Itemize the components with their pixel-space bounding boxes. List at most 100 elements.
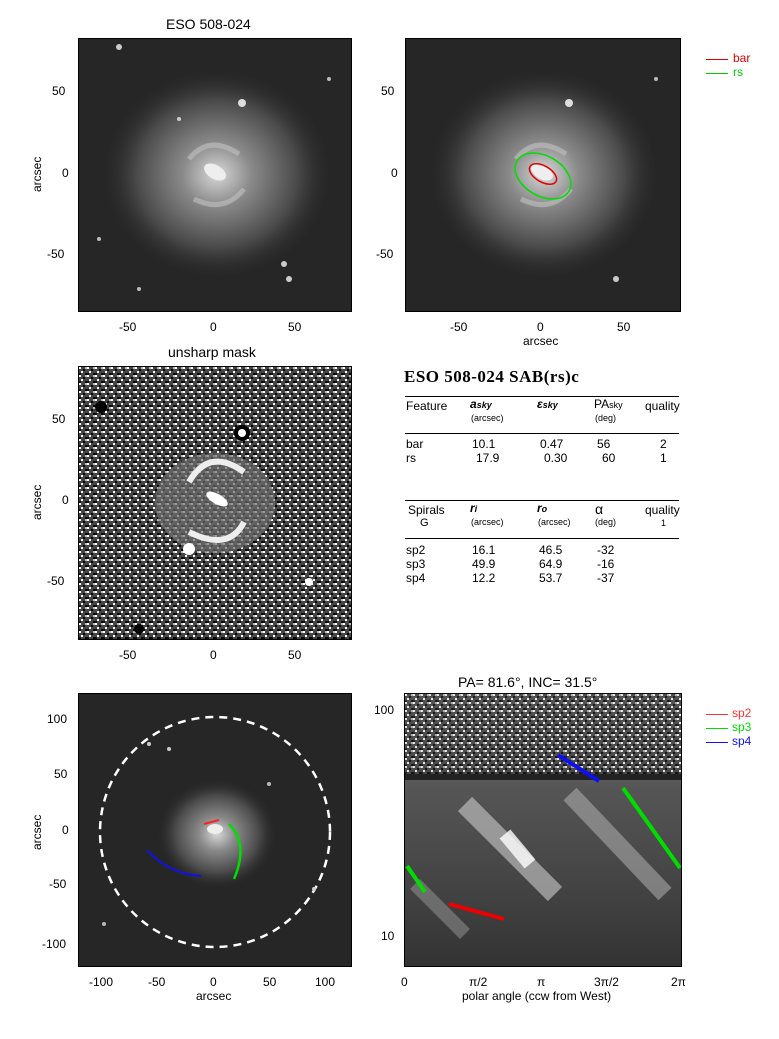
- tick-x-4: 3π/2: [594, 975, 619, 989]
- table-rule: [405, 396, 679, 397]
- table-rule: [405, 538, 679, 539]
- tick-x-1: -50: [450, 320, 468, 334]
- tick-y-2: 0: [62, 166, 69, 180]
- unsharp-mask-image: [79, 367, 351, 639]
- tick-x-1: 0: [401, 975, 408, 989]
- header-alpha: α: [595, 501, 604, 517]
- row-rs-pa: 60: [602, 451, 616, 465]
- tick-x-5: 2π: [671, 975, 686, 989]
- legend-sp3-line: [706, 728, 728, 729]
- tick-x-2: 0: [210, 320, 217, 334]
- deprojected-galaxy-panel: [78, 693, 352, 967]
- header-pa-sky: PAsky: [594, 397, 623, 411]
- tick-x-5: 100: [315, 975, 336, 989]
- header-alpha-unit: (deg): [595, 517, 617, 527]
- legend-bar-line: [706, 59, 728, 60]
- row-bar-pa: 56: [597, 437, 611, 451]
- header-e-sky: εsky: [537, 397, 558, 411]
- tick-y-3: 0: [62, 823, 69, 837]
- row-sp2-ro: 46.5: [539, 543, 563, 557]
- deprojected-galaxy-image: [79, 694, 351, 966]
- header-pa-unit: (deg): [595, 413, 617, 423]
- tick-x-3: 0: [210, 975, 217, 989]
- tick-x-2: 0: [210, 648, 217, 662]
- table-rule: [405, 500, 679, 501]
- sp4-arc: [146, 849, 202, 877]
- x-axis-label: arcsec: [523, 334, 559, 348]
- row-sp4-name: sp4: [406, 571, 426, 585]
- tick-y-3: -50: [47, 574, 65, 588]
- header-a-sky: asky: [470, 397, 492, 411]
- legend-bar-label: bar: [733, 51, 751, 65]
- sp3-fit-2: [621, 786, 681, 870]
- legend-rs-label: rs: [733, 65, 743, 79]
- polar-plot-image: [405, 694, 681, 966]
- legend-sp4-line: [706, 742, 728, 743]
- galaxy-ellipse-image: [406, 39, 680, 311]
- row-sp3-ro: 64.9: [539, 557, 563, 571]
- tick-y-3: -50: [376, 247, 394, 261]
- header-ri: ri: [470, 501, 478, 515]
- tick-x-1: -50: [119, 320, 137, 334]
- header-quality-value: 1: [661, 518, 667, 528]
- row-sp4-ro: 53.7: [539, 571, 563, 585]
- tick-y-4: -50: [49, 877, 67, 891]
- header-spirals-g: G: [420, 517, 429, 529]
- x-axis-label: arcsec: [196, 989, 232, 1003]
- galaxy-image-panel: [78, 38, 352, 312]
- tick-y-2: 0: [391, 166, 398, 180]
- row-sp2-ri: 16.1: [472, 543, 496, 557]
- galaxy-image: [79, 39, 351, 311]
- tick-x-1: -100: [89, 975, 114, 989]
- outer-radius-circle: [98, 715, 332, 949]
- sp2-arc: [203, 819, 220, 825]
- tick-x-3: 50: [288, 648, 302, 662]
- tick-x-3: 50: [288, 320, 302, 334]
- row-bar-e: 0.47: [540, 437, 564, 451]
- x-axis-label: polar angle (ccw from West): [462, 989, 612, 1003]
- legend-sp3-label: sp3: [732, 720, 752, 734]
- panel-title-unsharp: unsharp mask: [168, 344, 256, 360]
- tick-y-2: 0: [62, 493, 69, 507]
- sp4-fit: [556, 753, 601, 783]
- bar-ellipse: [528, 163, 558, 185]
- row-sp3-ri: 49.9: [472, 557, 496, 571]
- tick-x-2: -50: [148, 975, 166, 989]
- tick-y-1: 50: [381, 84, 395, 98]
- tick-y-1: 50: [52, 84, 66, 98]
- header-ro: ro: [537, 501, 548, 515]
- row-sp2-alpha: -32: [597, 543, 615, 557]
- row-rs-quality: 1: [660, 451, 667, 465]
- tick-y-1: 50: [52, 412, 66, 426]
- table-rule: [405, 433, 679, 434]
- header-feature: Feature: [406, 399, 448, 413]
- row-sp4-ri: 12.2: [472, 571, 496, 585]
- galaxy-ellipse-panel: [405, 38, 681, 312]
- tick-y-1: 100: [374, 703, 395, 717]
- row-sp2-name: sp2: [406, 543, 426, 557]
- header-ri-unit: (arcsec): [471, 517, 504, 527]
- tick-x-3: π: [537, 975, 546, 989]
- tick-x-2: 0: [537, 320, 544, 334]
- row-bar-a: 10.1: [472, 437, 496, 451]
- header-quality: quality: [645, 503, 680, 517]
- sp3-arc: [228, 823, 242, 880]
- legend-sp2-label: sp2: [732, 706, 752, 720]
- row-rs-e: 0.30: [544, 451, 568, 465]
- header-ro-unit: (arcsec): [538, 517, 571, 527]
- row-rs-name: rs: [406, 451, 416, 465]
- tick-x-2: π/2: [469, 975, 488, 989]
- sp2-fit: [448, 902, 505, 921]
- legend-sp4-label: sp4: [732, 734, 752, 748]
- tick-y-2: 50: [54, 767, 68, 781]
- header-quality: quality: [645, 399, 680, 413]
- unsharp-mask-panel: [78, 366, 352, 640]
- y-axis-label: arcsec: [30, 156, 44, 192]
- header-spirals: Spirals: [408, 503, 445, 517]
- rs-ellipse: [514, 152, 572, 200]
- panel-title-pa-inc: PA= 81.6°, INC= 31.5°: [458, 674, 598, 690]
- tick-x-1: -50: [119, 648, 137, 662]
- row-sp3-name: sp3: [406, 557, 426, 571]
- legend-rs-line: [706, 73, 728, 74]
- row-sp4-alpha: -37: [597, 571, 615, 585]
